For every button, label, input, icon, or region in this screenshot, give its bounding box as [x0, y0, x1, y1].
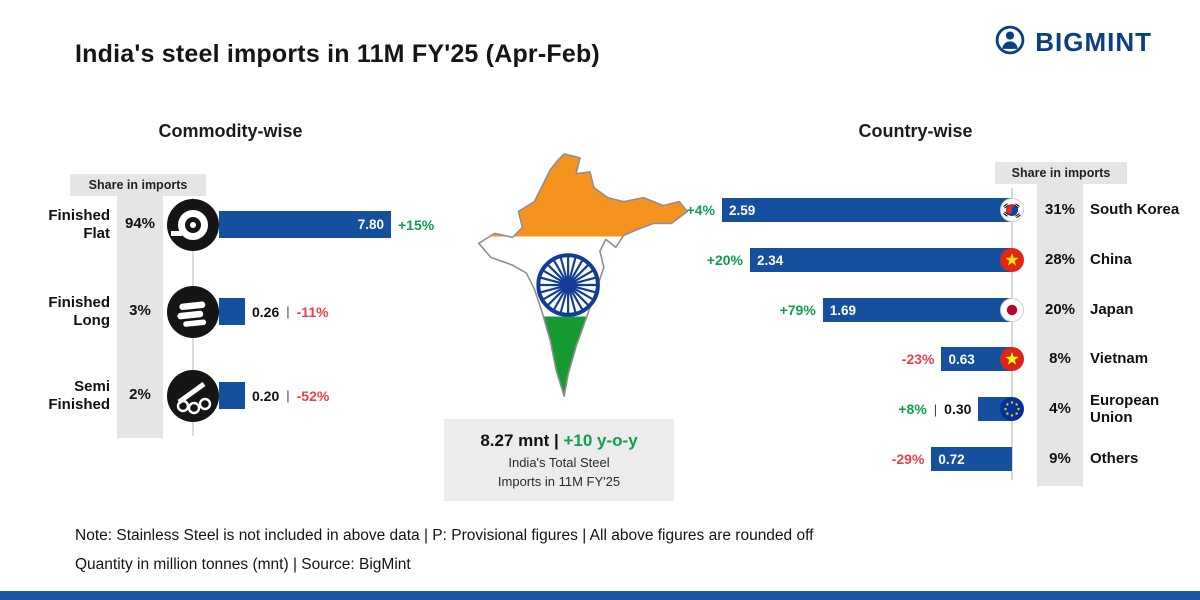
growth-value: -23%: [901, 351, 935, 367]
flag-european-union: [1000, 397, 1024, 421]
growth-value: -29%: [891, 451, 925, 467]
bar-value-outside: 0.30: [944, 401, 972, 417]
india-outline: [477, 153, 689, 397]
bar-value: 0.72: [938, 451, 965, 467]
commodity-share-header: Share in imports: [70, 174, 206, 196]
total-growth-text: +10 y-o-y: [563, 431, 638, 450]
total-imports-box: 8.27 mnt | +10 y-o-y India's Total Steel…: [444, 419, 674, 501]
long-products-icon: [167, 286, 219, 338]
country-share-value: 20%: [1044, 301, 1076, 318]
bottom-accent-bar: [0, 591, 1200, 600]
total-caption-line2: Imports in 11M FY'25: [497, 474, 621, 489]
country-label: Others: [1090, 450, 1139, 468]
commodity-bar-row: 7.80 +15%: [219, 211, 434, 238]
semi-finished-icon: [167, 370, 219, 422]
note-line-2: Quantity in million tonnes (mnt) | Sourc…: [75, 556, 411, 573]
footer-notes: Note: Stainless Steel is not included in…: [75, 521, 813, 579]
commodity-row-label: Finished Flat: [48, 207, 110, 242]
bar-value-outside: 0.26: [252, 303, 280, 320]
country-label: South Korea: [1090, 201, 1180, 219]
coil-icon: [167, 199, 219, 251]
country-bar-row: +8% | 0.30: [640, 397, 1012, 421]
flag-japan: [1000, 298, 1024, 322]
commodity-bar-row: 0.26 | -11%: [219, 298, 329, 325]
country-chart-title: Country-wise: [858, 121, 973, 141]
flag-china: [1000, 248, 1024, 272]
country-share-value: 9%: [1049, 450, 1071, 467]
country-share-value: 31%: [1044, 201, 1076, 218]
page-title: India's steel imports in 11M FY'25 (Apr-…: [75, 40, 600, 68]
bigmint-person-icon: [994, 24, 1026, 61]
growth-value: +79%: [779, 302, 816, 318]
country-label: European Union: [1090, 391, 1160, 426]
country-label: Japan: [1090, 301, 1134, 319]
growth-value: -11%: [296, 303, 329, 320]
commodity-share-band: [117, 174, 163, 438]
value-separator: |: [286, 388, 290, 403]
bar-south-korea: 2.59: [722, 198, 1012, 222]
commodity-share-value: 2%: [129, 386, 151, 403]
country-share-header: Share in imports: [995, 162, 1127, 184]
bar-others: 0.72: [931, 447, 1012, 471]
bar-vietnam: 0.63: [941, 347, 1012, 371]
total-value-text: 8.27 mnt |: [480, 431, 559, 450]
country-share-value: 4%: [1049, 400, 1071, 417]
growth-value: +4%: [686, 202, 715, 218]
total-imports-value: 8.27 mnt | +10 y-o-y: [480, 431, 637, 451]
country-bar-row: +4% 2.59: [640, 198, 1012, 222]
growth-value: +20%: [706, 252, 743, 268]
ashoka-chakra-icon: [536, 253, 600, 317]
bar-value: 0.63: [948, 351, 975, 367]
commodity-chart-title: Commodity-wise: [158, 121, 303, 141]
growth-value: +15%: [398, 216, 435, 233]
bar-value: 2.34: [757, 252, 784, 268]
commodity-bar-row: 0.20 | -52%: [219, 382, 329, 409]
country-bar-row: +79% 1.69: [640, 298, 1012, 322]
commodity-row-label: Finished Long: [48, 294, 110, 329]
bar-finished-flat: 7.80: [219, 211, 391, 238]
value-separator: |: [933, 401, 938, 417]
bar-value: 1.69: [829, 302, 857, 318]
flag-vietnam: [1000, 347, 1024, 371]
brand-logo: BIGMINT: [994, 24, 1152, 61]
country-label: China: [1090, 251, 1132, 269]
bar-value: 7.80: [357, 217, 384, 232]
bar-semi-finished: [219, 382, 245, 409]
value-separator: |: [286, 304, 290, 319]
country-bar-row: +20% 2.34: [640, 248, 1012, 272]
bar-japan: 1.69: [822, 298, 1012, 322]
total-caption-line1: India's Total Steel: [508, 455, 610, 470]
country-axis-line: [1011, 188, 1013, 480]
growth-value: -52%: [296, 387, 330, 404]
country-share-value: 28%: [1044, 251, 1076, 268]
bar-value: 2.59: [729, 202, 756, 218]
growth-value: +8%: [898, 401, 927, 417]
note-line-1: Note: Stainless Steel is not included in…: [75, 527, 814, 544]
country-share-value: 8%: [1049, 350, 1071, 367]
flag-south-korea: [1000, 198, 1024, 222]
country-bar-row: -23% 0.63: [640, 347, 1012, 371]
country-share-band: [1037, 162, 1083, 486]
bar-china: 2.34: [750, 248, 1012, 272]
bar-value-outside: 0.20: [252, 387, 280, 404]
commodity-row-label: Semi Finished: [48, 378, 110, 413]
commodity-share-value: 94%: [124, 215, 156, 232]
country-bar-row: -29% 0.72: [640, 447, 1012, 471]
commodity-share-value: 3%: [129, 302, 151, 319]
brand-name: BIGMINT: [1035, 27, 1152, 57]
india-flag-map: [458, 146, 710, 429]
country-label: Vietnam: [1090, 350, 1149, 368]
bar-finished-long: [219, 298, 245, 325]
